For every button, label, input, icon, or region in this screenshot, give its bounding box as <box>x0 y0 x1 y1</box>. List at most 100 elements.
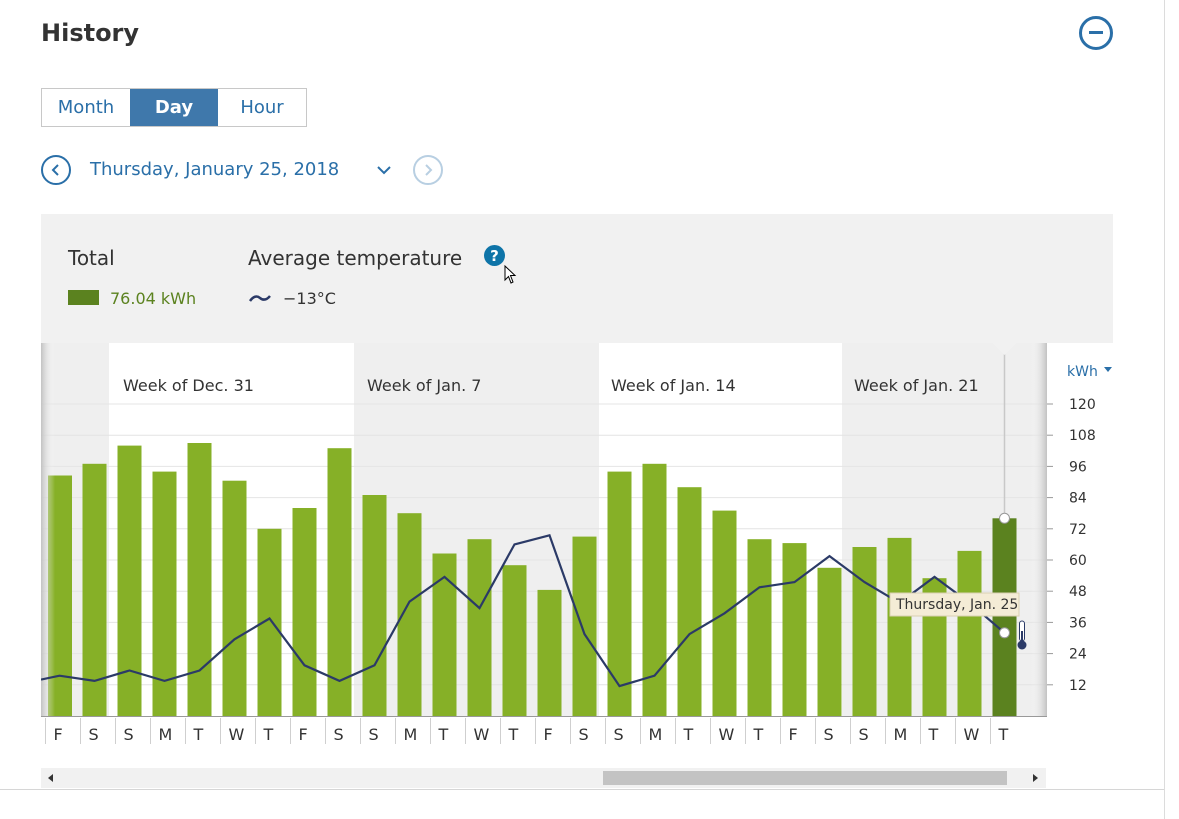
x-tick-label: W <box>229 725 245 744</box>
unit-label: kWh <box>1067 364 1098 380</box>
bar <box>292 508 317 716</box>
tooltip-box <box>889 592 1020 617</box>
mouse-cursor-icon <box>504 265 517 284</box>
date-dropdown-button[interactable] <box>374 162 394 178</box>
bar <box>187 443 212 716</box>
x-tick-label: T <box>753 725 764 744</box>
week-label: Week of Jan. 21 <box>854 376 979 395</box>
bar <box>502 565 527 716</box>
x-tick-label: F <box>54 725 63 744</box>
y-tick-label: 120 <box>1069 397 1096 413</box>
x-tick-label: T <box>683 725 694 744</box>
x-tick-label: W <box>719 725 735 744</box>
bar <box>887 537 912 716</box>
x-tick-label: W <box>474 725 490 744</box>
selected-bar-marker <box>999 512 1010 524</box>
x-tick-label: S <box>89 725 99 744</box>
x-tick-label: S <box>369 725 379 744</box>
total-heading: Total <box>68 246 115 270</box>
x-tick-label: M <box>404 725 418 744</box>
tab-hour[interactable]: Hour <box>240 97 284 118</box>
thermometer-icon <box>1017 620 1027 650</box>
total-legend-swatch <box>68 290 99 305</box>
x-tick-label: S <box>124 725 134 744</box>
bar <box>152 471 177 716</box>
tab-day[interactable]: Day <box>130 89 218 126</box>
x-tick-label: F <box>544 725 553 744</box>
bar <box>222 480 247 716</box>
collapse-button[interactable] <box>1079 16 1113 50</box>
bar <box>782 543 807 716</box>
bar <box>747 539 772 716</box>
y-tick-label: 60 <box>1069 553 1087 569</box>
scroll-left-arrow-icon[interactable] <box>47 773 55 783</box>
y-tick-label: 108 <box>1069 428 1096 444</box>
chevron-down-icon <box>377 166 391 175</box>
x-tick-label: S <box>579 725 589 744</box>
bar <box>642 463 667 716</box>
tooltip-text: Thursday, Jan. 25 <box>895 597 1018 613</box>
x-tick-label: S <box>859 725 869 744</box>
bar <box>572 536 597 716</box>
y-tick-label: 12 <box>1069 678 1087 694</box>
section-divider <box>0 789 1164 790</box>
x-tick-label: F <box>789 725 798 744</box>
help-icon[interactable]: ? <box>484 245 505 266</box>
bar <box>82 463 107 716</box>
x-tick-label: T <box>263 725 274 744</box>
temperature-value: −13°C <box>283 289 336 308</box>
y-tick-label: 72 <box>1069 522 1087 538</box>
x-tick-label: F <box>299 725 308 744</box>
x-tick-label: M <box>159 725 173 744</box>
x-tick-label: M <box>649 725 663 744</box>
temperature-heading: Average temperature <box>248 246 463 270</box>
x-tick-label: T <box>438 725 449 744</box>
y-tick-label: 84 <box>1069 491 1087 507</box>
bar <box>852 547 877 716</box>
bar <box>362 495 387 716</box>
y-tick-label: 24 <box>1069 647 1087 663</box>
week-label: Week of Jan. 7 <box>367 376 481 395</box>
temperature-line <box>40 533 1006 688</box>
bar <box>677 487 702 716</box>
x-tick-label: T <box>508 725 519 744</box>
x-tick-label: S <box>334 725 344 744</box>
x-tick-label: W <box>964 725 980 744</box>
scroll-right-arrow-icon[interactable] <box>1031 773 1039 783</box>
summary-panel: Total Average temperature ? 76.04 kWh −1… <box>41 214 1113 343</box>
bar <box>397 513 422 716</box>
next-date-button[interactable] <box>413 155 443 185</box>
unit-dropdown-icon <box>1104 367 1112 372</box>
minus-icon <box>1089 31 1103 34</box>
temperature-line-icon <box>248 295 271 302</box>
bar <box>817 567 842 716</box>
chevron-left-icon <box>51 164 59 176</box>
selected-date[interactable]: Thursday, January 25, 2018 <box>90 159 340 180</box>
bar <box>117 445 142 716</box>
period-tabs: Month Day Hour <box>41 88 307 127</box>
previous-date-button[interactable] <box>41 155 71 185</box>
page-scroll-rail <box>1164 0 1165 819</box>
y-tick-label: 96 <box>1069 459 1087 475</box>
x-tick-label: M <box>894 725 908 744</box>
page-title: History <box>41 19 140 47</box>
selection-pointer <box>992 343 1017 355</box>
scrollbar-thumb[interactable] <box>603 771 1007 785</box>
y-tick-label: 36 <box>1069 615 1087 631</box>
bar-selected <box>992 518 1017 716</box>
x-tick-label: S <box>824 725 834 744</box>
bar <box>607 471 632 716</box>
total-value: 76.04 kWh <box>110 289 197 308</box>
bar <box>432 553 457 716</box>
x-tick-label: T <box>998 725 1009 744</box>
chart-scrollbar[interactable] <box>41 768 1046 788</box>
y-tick-label: 48 <box>1069 584 1087 600</box>
week-label: Week of Dec. 31 <box>123 376 254 395</box>
x-tick-label: T <box>193 725 204 744</box>
tab-month[interactable]: Month <box>57 97 115 118</box>
selected-temp-marker <box>999 627 1010 639</box>
chevron-right-icon <box>425 164 433 176</box>
x-tick-label: T <box>928 725 939 744</box>
week-label: Week of Jan. 14 <box>611 376 736 395</box>
bar <box>327 448 352 716</box>
